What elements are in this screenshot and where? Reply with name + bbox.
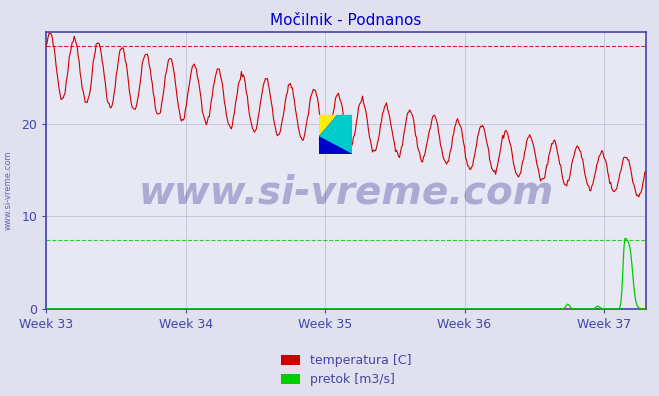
Polygon shape: [319, 115, 352, 154]
Polygon shape: [319, 115, 337, 136]
Title: Močilnik - Podnanos: Močilnik - Podnanos: [270, 13, 422, 28]
Bar: [319, 115, 352, 154]
Text: www.si-vreme.com: www.si-vreme.com: [138, 173, 554, 211]
Legend: temperatura [C], pretok [m3/s]: temperatura [C], pretok [m3/s]: [276, 349, 416, 391]
Text: www.si-vreme.com: www.si-vreme.com: [4, 150, 13, 230]
